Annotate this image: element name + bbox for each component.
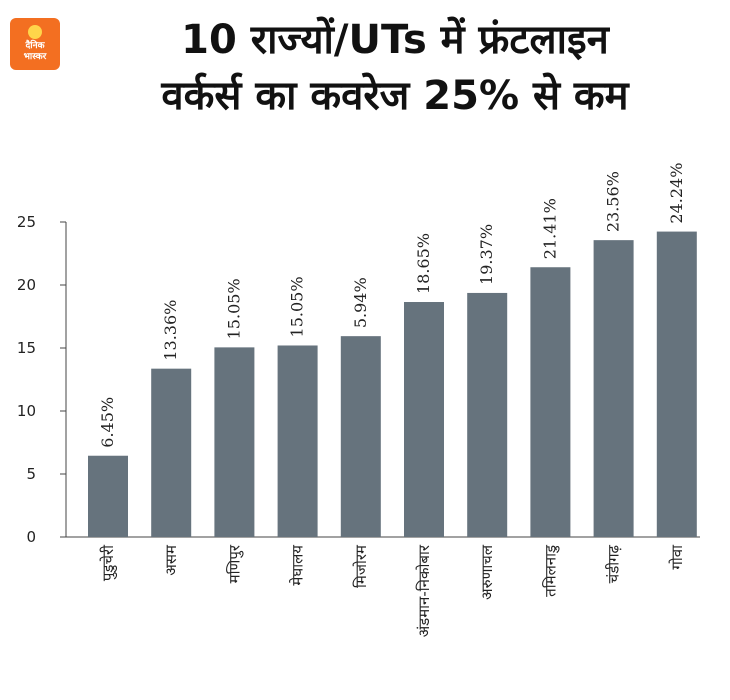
bar-value-label: 15.05%: [288, 276, 307, 337]
brand-logo: दैनिक भास्कर: [10, 18, 60, 70]
x-category-label: अरुणाचल: [478, 544, 496, 600]
bar-value-label: 6.45%: [98, 397, 117, 448]
bar-value-label: 19.37%: [477, 224, 496, 285]
bar: [151, 368, 192, 537]
bar: [593, 240, 634, 538]
bar: [404, 302, 444, 537]
bar-value-label: 13.36%: [161, 300, 180, 361]
sun-icon: [28, 25, 42, 39]
y-tick-label: 10: [17, 402, 36, 420]
bar: [340, 336, 381, 537]
bar-value-label: 18.65%: [414, 233, 433, 294]
x-category-label: मेघालय: [289, 545, 307, 586]
bar-value-label: 15.05%: [224, 278, 243, 339]
bar-value-label: 23.56%: [604, 171, 623, 232]
brand-line1: दैनिक: [25, 41, 45, 51]
x-category-label: पुडुचेरी: [99, 544, 118, 581]
x-category-label: चंडीगढ़: [605, 544, 623, 583]
bar: [467, 292, 508, 537]
chart-title-line1: 10 राज्यों/UTs में फ्रंटलाइन: [181, 17, 609, 63]
x-category-label: अंडमान-निकोबार: [415, 544, 433, 637]
y-tick-label: 0: [26, 528, 36, 546]
bar: [530, 267, 571, 537]
y-tick-label: 25: [17, 213, 36, 231]
bar: [214, 347, 255, 537]
x-category-label: मणिपुर: [225, 544, 244, 583]
bar: [656, 231, 697, 538]
bar-value-label: 21.41%: [540, 198, 559, 259]
bar: [88, 455, 128, 537]
x-category-label: तमिलनाडु: [541, 544, 560, 597]
chart-title-line2: वर्कर्स का कवरेज 25% से कम: [161, 73, 629, 119]
y-tick-label: 5: [26, 465, 36, 483]
bar-value-label: 5.94%: [351, 277, 370, 328]
y-tick-label: 15: [17, 339, 36, 357]
bar-value-label: 24.24%: [667, 163, 686, 224]
y-tick-label: 20: [17, 276, 36, 294]
chart-title: 10 राज्यों/UTs में फ्रंटलाइन वर्कर्स का …: [70, 12, 720, 124]
x-category-label: असम: [162, 544, 180, 576]
bar: [277, 345, 318, 537]
brand-line2: भास्कर: [23, 52, 47, 62]
x-category-label: मिजोरम: [352, 544, 370, 588]
x-category-label: गोवा: [668, 544, 686, 570]
